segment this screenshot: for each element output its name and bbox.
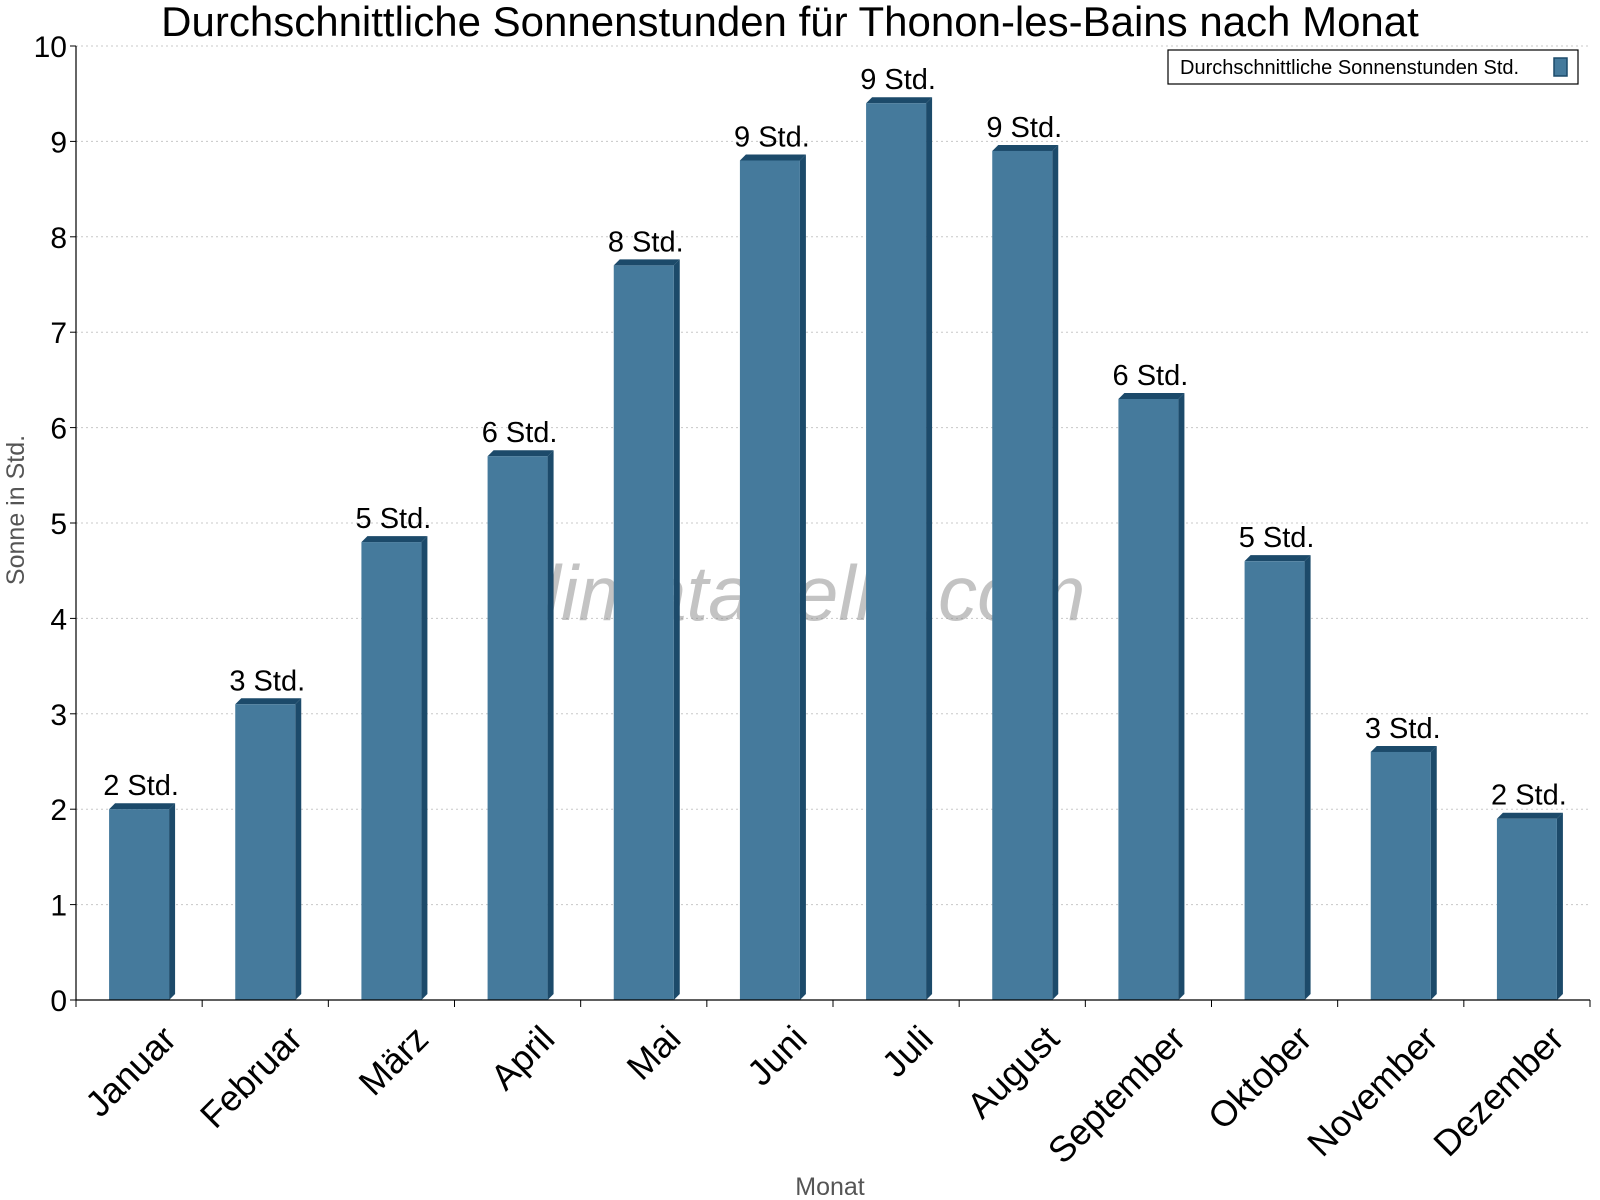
bar-side <box>673 259 680 1000</box>
bar <box>866 103 927 1001</box>
x-tick-label: August <box>959 1018 1067 1126</box>
bar-side <box>547 450 554 1001</box>
bar <box>109 809 170 1000</box>
y-tick-label: 4 <box>50 603 67 636</box>
bar-side <box>1178 392 1185 1001</box>
chart-title: Durchschnittliche Sonnenstunden für Thon… <box>161 0 1419 45</box>
bar-top <box>109 803 176 810</box>
data-label: 6 Std. <box>482 417 558 449</box>
bar-top <box>1370 745 1437 752</box>
data-label: 6 Std. <box>1113 360 1189 392</box>
y-tick-label: 9 <box>50 126 67 159</box>
data-label: 3 Std. <box>229 665 305 697</box>
bar-side <box>1304 555 1311 1000</box>
legend-swatch <box>1553 57 1568 77</box>
bar-side <box>295 698 302 1000</box>
legend: Durchschnittliche Sonnenstunden Std. <box>1167 49 1579 85</box>
x-tick-labels: Januar Februar März April Mai Juni Juli AugustS… <box>77 1018 1572 1172</box>
x-tick-label: Februar <box>192 1018 310 1136</box>
bar <box>235 704 296 1000</box>
y-tick-label: 8 <box>50 222 67 255</box>
bar-top <box>739 154 806 161</box>
gridlines <box>76 45 1590 906</box>
bar <box>361 542 422 1000</box>
bar-top <box>487 450 554 457</box>
data-label: 2 Std. <box>103 770 179 802</box>
x-tick-label: Juli <box>874 1018 941 1085</box>
bar <box>487 456 548 1001</box>
y-tick-labels: 0 1 2 3 4 5 6 7 8 9 10 <box>34 31 67 1018</box>
x-tick-label: Mai <box>618 1018 688 1088</box>
x-tick-label: April <box>482 1018 562 1098</box>
bar-side <box>421 536 428 1000</box>
bar <box>1496 818 1557 1000</box>
bar <box>613 265 674 1000</box>
data-labels: 2 Std. 3 Std. 5 Std. 6 Std. 8 Std. 9 Std. 9 St… <box>103 64 1567 812</box>
data-label: 9 Std. <box>860 64 936 96</box>
x-tick-label: Juni <box>739 1018 815 1094</box>
legend-box <box>1167 49 1579 85</box>
bar-top <box>235 698 302 705</box>
bar <box>1118 398 1179 1001</box>
y-tick-label: 5 <box>50 508 67 541</box>
y-tick-label: 7 <box>50 317 67 350</box>
y-axis-label: Sonne in Std. <box>2 435 30 585</box>
x-tick-label: Dezember <box>1425 1018 1571 1164</box>
data-label: 3 Std. <box>1365 713 1441 745</box>
data-label: 8 Std. <box>608 226 684 258</box>
axes <box>70 45 1591 1007</box>
bar-side <box>1052 144 1059 1000</box>
data-label: 9 Std. <box>734 121 810 153</box>
x-tick-label: Januar <box>77 1018 184 1125</box>
bar-top <box>1244 555 1311 562</box>
bar-top <box>361 536 428 543</box>
y-tick-label: 0 <box>50 985 67 1018</box>
x-tick-label: November <box>1299 1018 1445 1164</box>
y-tick-label: 1 <box>50 890 67 923</box>
x-axis-label: Monat <box>795 1173 865 1200</box>
x-tick-label: März <box>351 1018 437 1104</box>
bar-top <box>866 97 933 104</box>
bar-top <box>613 259 680 266</box>
y-tick-label: 6 <box>50 413 67 446</box>
bar-top <box>1496 812 1563 819</box>
bar-side <box>169 803 176 1000</box>
bars-group <box>109 97 1563 1001</box>
bar <box>739 160 800 1001</box>
bar <box>1370 751 1431 1000</box>
x-tick-label: Oktober <box>1200 1018 1320 1138</box>
data-label: 5 Std. <box>356 503 432 535</box>
y-tick-label: 2 <box>50 794 67 827</box>
data-label: 2 Std. <box>1491 780 1567 812</box>
bar-side <box>1556 812 1563 1000</box>
bar <box>992 150 1053 1000</box>
bar-side <box>1430 745 1437 1000</box>
y-tick-label: 10 <box>34 31 67 64</box>
legend-label: Durchschnittliche Sonnenstunden Std. <box>1180 57 1519 79</box>
bar-side <box>799 154 806 1001</box>
bar-side <box>926 97 933 1001</box>
data-label: 5 Std. <box>1239 522 1315 554</box>
data-label: 9 Std. <box>986 112 1062 144</box>
y-tick-label: 3 <box>50 699 67 732</box>
bar-top <box>1118 392 1185 399</box>
bar-top <box>992 144 1059 151</box>
bar <box>1244 561 1305 1000</box>
x-tick-label: September <box>1040 1018 1194 1172</box>
